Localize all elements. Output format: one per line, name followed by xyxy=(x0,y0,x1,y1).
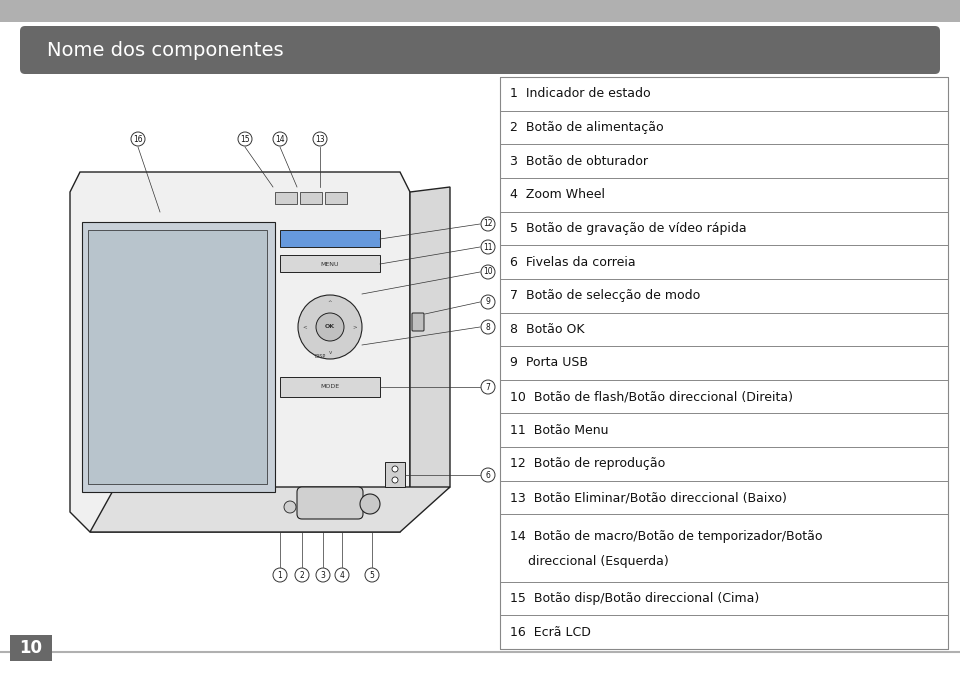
FancyBboxPatch shape xyxy=(20,26,940,74)
Text: 12: 12 xyxy=(483,220,492,229)
Text: 2: 2 xyxy=(300,570,304,580)
Polygon shape xyxy=(82,222,275,492)
Circle shape xyxy=(481,240,495,254)
Text: MODE: MODE xyxy=(321,385,340,390)
Bar xyxy=(500,77,948,649)
Circle shape xyxy=(481,265,495,279)
Circle shape xyxy=(481,320,495,334)
Text: 15  Botão disp/Botão direccional (Cima): 15 Botão disp/Botão direccional (Cima) xyxy=(510,592,759,605)
Text: 5: 5 xyxy=(370,570,374,580)
Text: direccional (Esquerda): direccional (Esquerda) xyxy=(528,555,669,568)
Circle shape xyxy=(238,132,252,146)
Text: >: > xyxy=(352,324,357,330)
Text: 8  Botão OK: 8 Botão OK xyxy=(510,323,585,336)
Text: 4: 4 xyxy=(340,570,345,580)
Text: v: v xyxy=(328,350,331,354)
Text: 11  Botão Menu: 11 Botão Menu xyxy=(510,424,609,437)
Text: 6: 6 xyxy=(486,471,491,480)
Text: <: < xyxy=(302,324,307,330)
Text: Nome dos componentes: Nome dos componentes xyxy=(47,41,283,60)
Text: 9: 9 xyxy=(486,297,491,306)
Text: 13: 13 xyxy=(315,135,324,144)
Circle shape xyxy=(481,217,495,231)
Text: 10  Botão de flash/Botão direccional (Direita): 10 Botão de flash/Botão direccional (Dir… xyxy=(510,390,793,403)
Text: 9  Porta USB: 9 Porta USB xyxy=(510,357,588,370)
Polygon shape xyxy=(385,462,405,487)
Circle shape xyxy=(131,132,145,146)
Circle shape xyxy=(481,468,495,482)
Circle shape xyxy=(360,494,380,514)
Text: 7: 7 xyxy=(486,383,491,392)
Text: 1: 1 xyxy=(277,570,282,580)
Circle shape xyxy=(313,132,327,146)
Polygon shape xyxy=(280,230,380,247)
Polygon shape xyxy=(275,192,297,204)
Polygon shape xyxy=(410,187,450,512)
Polygon shape xyxy=(90,487,450,532)
Text: 10: 10 xyxy=(483,267,492,276)
Text: 2  Botão de alimentação: 2 Botão de alimentação xyxy=(510,121,663,134)
Circle shape xyxy=(481,295,495,309)
Circle shape xyxy=(298,295,362,359)
Circle shape xyxy=(392,477,398,483)
Circle shape xyxy=(481,380,495,394)
Text: 11: 11 xyxy=(483,243,492,251)
Text: 10: 10 xyxy=(19,639,42,657)
Circle shape xyxy=(284,501,296,513)
Circle shape xyxy=(392,466,398,472)
Text: OK: OK xyxy=(324,324,335,330)
Polygon shape xyxy=(325,192,347,204)
Bar xyxy=(0,0,960,22)
Polygon shape xyxy=(280,255,380,272)
Text: 6  Fivelas da correia: 6 Fivelas da correia xyxy=(510,256,636,269)
Text: MENU: MENU xyxy=(321,262,339,267)
Circle shape xyxy=(316,313,344,341)
Text: 5  Botão de gravação de vídeo rápida: 5 Botão de gravação de vídeo rápida xyxy=(510,222,747,235)
Text: ^: ^ xyxy=(327,300,332,304)
Circle shape xyxy=(365,568,379,582)
Text: 15: 15 xyxy=(240,135,250,144)
Text: 1  Indicador de estado: 1 Indicador de estado xyxy=(510,87,651,100)
Circle shape xyxy=(273,132,287,146)
Text: 7  Botão de selecção de modo: 7 Botão de selecção de modo xyxy=(510,289,700,302)
Polygon shape xyxy=(70,172,410,532)
Polygon shape xyxy=(300,192,322,204)
Text: 14: 14 xyxy=(276,135,285,144)
Circle shape xyxy=(295,568,309,582)
Text: 3  Botão de obturador: 3 Botão de obturador xyxy=(510,155,648,168)
Text: 12  Botão de reprodução: 12 Botão de reprodução xyxy=(510,458,665,471)
Text: 16: 16 xyxy=(133,135,143,144)
Text: DISP: DISP xyxy=(314,354,325,359)
Circle shape xyxy=(335,568,349,582)
FancyBboxPatch shape xyxy=(297,487,363,519)
Text: 8: 8 xyxy=(486,322,491,332)
FancyBboxPatch shape xyxy=(412,313,424,331)
Bar xyxy=(10,635,52,661)
Circle shape xyxy=(273,568,287,582)
Text: 4  Zoom Wheel: 4 Zoom Wheel xyxy=(510,188,605,201)
Text: 14  Botão de macro/Botão de temporizador/Botão: 14 Botão de macro/Botão de temporizador/… xyxy=(510,530,823,543)
Text: 3: 3 xyxy=(321,570,325,580)
Circle shape xyxy=(316,568,330,582)
Text: 13  Botão Eliminar/Botão direccional (Baixo): 13 Botão Eliminar/Botão direccional (Bai… xyxy=(510,491,787,504)
Polygon shape xyxy=(280,377,380,397)
Polygon shape xyxy=(88,230,267,484)
Text: 16  Ecrã LCD: 16 Ecrã LCD xyxy=(510,626,590,639)
